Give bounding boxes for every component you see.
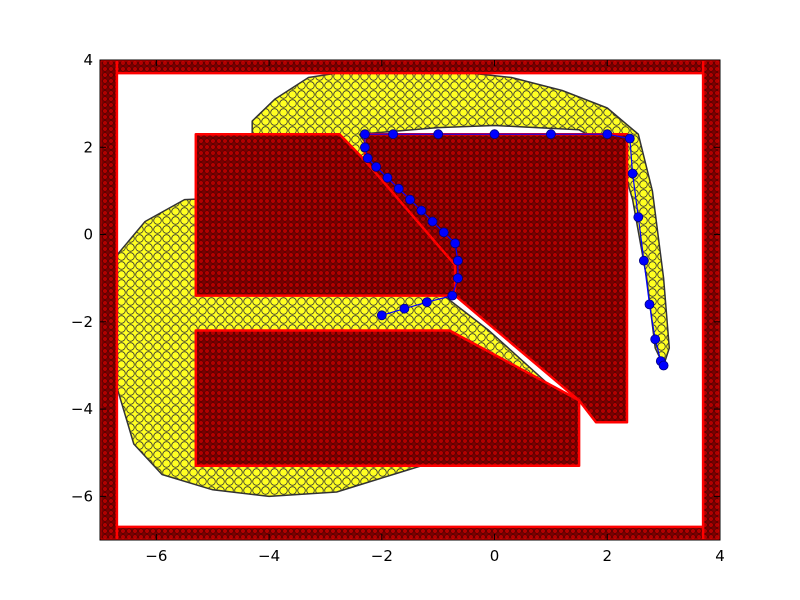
x-tick-label: −4 (258, 547, 280, 565)
path-point (633, 212, 644, 223)
path-point (658, 360, 669, 371)
tick-layer: −6 −4 −2 0 2 4 −6 −4 −2 0 2 4 (71, 51, 725, 565)
obstacle-1 (100, 60, 720, 75)
path-point (371, 161, 382, 172)
obstacle-3 (100, 60, 119, 540)
path-point (388, 129, 399, 140)
path-point (427, 216, 438, 227)
path-point (489, 129, 500, 140)
x-tick-label: 0 (490, 547, 500, 565)
obstacle-2 (100, 525, 720, 540)
path-point (433, 129, 444, 140)
x-tick-label: 4 (715, 547, 725, 565)
path-point (359, 129, 370, 140)
x-tick-label: 2 (602, 547, 612, 565)
path-point (546, 129, 556, 140)
obstacle-7 (194, 329, 581, 468)
y-tick-label: −4 (71, 400, 93, 418)
path-point (405, 194, 415, 205)
path-point (382, 172, 393, 183)
path-point (399, 303, 410, 314)
x-tick-label: −2 (371, 547, 393, 565)
path-point (421, 297, 432, 308)
path-point (416, 205, 427, 216)
path-point (362, 153, 373, 164)
path-point (450, 238, 461, 249)
plot-area (100, 60, 720, 540)
y-tick-label: 4 (83, 51, 93, 69)
path-point (627, 168, 638, 179)
path-point (376, 310, 387, 321)
y-tick-label: −6 (71, 487, 93, 505)
path-layer (359, 129, 669, 371)
x-tick-label: −6 (145, 547, 167, 565)
path-point (359, 142, 370, 153)
path-point (393, 183, 404, 194)
path-point (438, 227, 449, 238)
path-point (447, 290, 458, 301)
y-tick-label: 2 (83, 138, 93, 156)
y-tick-label: 0 (83, 226, 93, 244)
path-point (650, 334, 661, 345)
obstacle-layer (100, 60, 720, 540)
path-point (624, 133, 635, 144)
path-point (452, 273, 463, 284)
obstacle-4 (701, 60, 720, 540)
y-tick-label: −2 (71, 313, 93, 331)
path-point (644, 299, 655, 310)
path-point (639, 255, 649, 266)
path-point (452, 255, 463, 266)
axes-frame (99, 59, 721, 541)
path-point (602, 129, 613, 140)
